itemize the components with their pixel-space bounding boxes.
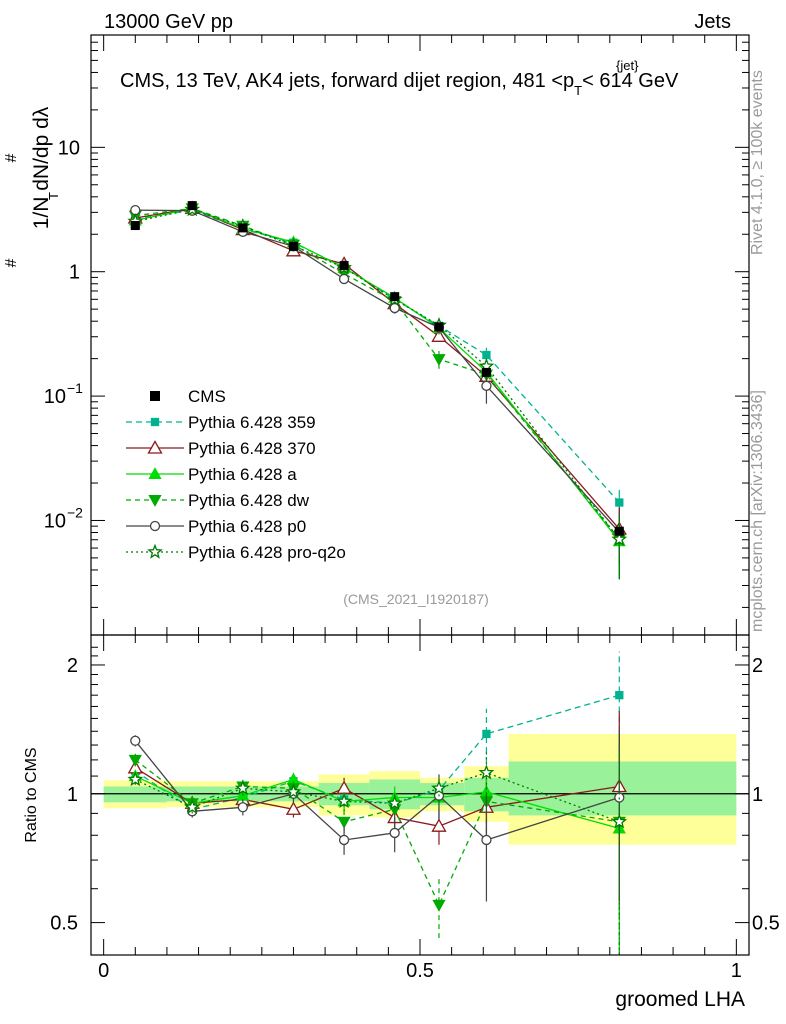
cms-point bbox=[288, 241, 298, 251]
ratio-series-line bbox=[134, 694, 620, 810]
ratio-tick-label-right: 0.5 bbox=[752, 913, 780, 935]
main-series-line bbox=[135, 209, 620, 503]
ratio-series-5 bbox=[127, 743, 628, 955]
cms-point bbox=[130, 221, 140, 231]
cms-point bbox=[434, 322, 444, 332]
legend-label: Pythia 6.428 359 bbox=[188, 413, 316, 432]
ratio-series-group bbox=[127, 651, 628, 955]
x-tick-label: 0.5 bbox=[406, 960, 434, 982]
ratio-point bbox=[615, 691, 624, 700]
cms-point bbox=[390, 292, 400, 302]
header-left: 13000 GeV pp bbox=[104, 11, 233, 33]
ratio-tick-label-right: 2 bbox=[752, 655, 763, 677]
ratio-point bbox=[184, 799, 201, 814]
legend-marker bbox=[147, 440, 163, 454]
legend-label: Pythia 6.428 dw bbox=[188, 491, 310, 510]
legend-marker bbox=[147, 543, 163, 559]
ratio-point bbox=[386, 794, 403, 811]
band-inner-0 bbox=[103, 786, 167, 803]
legend-marker bbox=[150, 417, 160, 427]
legend-label: Pythia 6.428 370 bbox=[188, 439, 316, 458]
legend-marker bbox=[148, 494, 162, 507]
legend-marker bbox=[149, 520, 161, 532]
cms-data-points bbox=[130, 201, 624, 536]
ratio-uncertainty-bands bbox=[103, 733, 737, 845]
chart-title: CMS, 13 TeV, AK4 jets, forward dijet reg… bbox=[120, 70, 679, 98]
legend-marker bbox=[148, 467, 162, 480]
main-point bbox=[482, 350, 491, 360]
main-point bbox=[338, 273, 350, 285]
rivet-version: Rivet 4.1.0, ≥ 100k events bbox=[749, 70, 766, 255]
ratio-point bbox=[432, 899, 446, 912]
svg-text:T: T bbox=[46, 192, 61, 200]
ratio-point bbox=[338, 834, 350, 846]
ratio-tick-label-left: 0.5 bbox=[50, 913, 78, 935]
y-tick-label: 1 bbox=[69, 262, 80, 284]
ratio-axis-ticks: 0.5 0.5 1 1 2 2 bbox=[50, 646, 780, 935]
main-point bbox=[432, 354, 446, 367]
y-tick-exponent: −1 bbox=[67, 380, 83, 396]
x-tick-label: 0 bbox=[98, 960, 109, 982]
ratio-point bbox=[336, 793, 353, 809]
x-axis-label: groomed LHA bbox=[615, 988, 745, 1011]
ratio-tick-label-right: 1 bbox=[752, 784, 763, 806]
header-right: Jets bbox=[694, 11, 731, 33]
y-tick-exponent: −2 bbox=[67, 504, 83, 520]
legend-cms-marker bbox=[150, 391, 160, 401]
ratio-axis-label: Ratio to CMS bbox=[23, 747, 40, 842]
svg-text:#: # bbox=[3, 153, 20, 162]
cms-point bbox=[614, 526, 624, 536]
cms-point bbox=[339, 261, 349, 271]
main-point bbox=[389, 302, 400, 314]
ratio-point bbox=[127, 771, 144, 787]
ratio-point bbox=[235, 780, 251, 795]
main-point bbox=[615, 498, 624, 507]
legend-cms-label: CMS bbox=[188, 387, 226, 406]
ratio-point bbox=[285, 801, 302, 815]
ratio-point bbox=[478, 764, 495, 780]
main-point bbox=[481, 380, 492, 391]
main-point bbox=[431, 328, 447, 342]
main-series-1 bbox=[127, 200, 627, 567]
ratio-point bbox=[337, 816, 351, 829]
legend-label: Pythia 6.428 p0 bbox=[188, 517, 306, 536]
y-tick-label: 10 bbox=[44, 386, 66, 408]
mcplots-credit: mcplots.cern.ch [arXiv:1306.3436] bbox=[749, 390, 766, 632]
ratio-point bbox=[130, 735, 141, 746]
main-series-line bbox=[135, 207, 620, 540]
svg-text:#: # bbox=[3, 258, 20, 267]
main-series-line bbox=[135, 208, 620, 540]
ratio-point bbox=[482, 729, 491, 739]
ratio-point bbox=[128, 754, 142, 767]
ratio-point bbox=[611, 813, 628, 829]
ratio-point bbox=[237, 802, 248, 813]
cms-point bbox=[481, 367, 491, 377]
ratio-point bbox=[389, 827, 400, 839]
ratio-point bbox=[481, 834, 492, 846]
analysis-watermark: (CMS_2021_I1920187) bbox=[343, 591, 489, 607]
ratio-tick-label-left: 2 bbox=[67, 655, 78, 677]
legend-label: Pythia 6.428 pro-q2o bbox=[188, 543, 346, 562]
main-point bbox=[611, 530, 628, 547]
ratio-point bbox=[431, 818, 447, 832]
cms-point bbox=[238, 223, 248, 233]
y-tick-label: 10 bbox=[58, 137, 80, 159]
ratio-point bbox=[431, 780, 447, 795]
svg-text:1/N dN/dp dλ: 1/N dN/dp dλ bbox=[30, 106, 53, 229]
ratio-point bbox=[285, 783, 302, 799]
legend-label: Pythia 6.428 a bbox=[188, 465, 297, 484]
chart-title-superscript: {jet} bbox=[616, 58, 639, 73]
y-axis-label: 1/N dN/dp dλ # # T bbox=[3, 106, 61, 267]
cms-point bbox=[187, 201, 197, 211]
x-tick-label: 1 bbox=[731, 960, 742, 982]
legend: CMS Pythia 6.428 359 Pythia 6.428 370 Pythi… bbox=[126, 387, 346, 562]
y-tick-label: 10 bbox=[44, 510, 66, 532]
ratio-tick-label-left: 1 bbox=[67, 784, 78, 806]
ratio-series-line bbox=[135, 772, 620, 823]
